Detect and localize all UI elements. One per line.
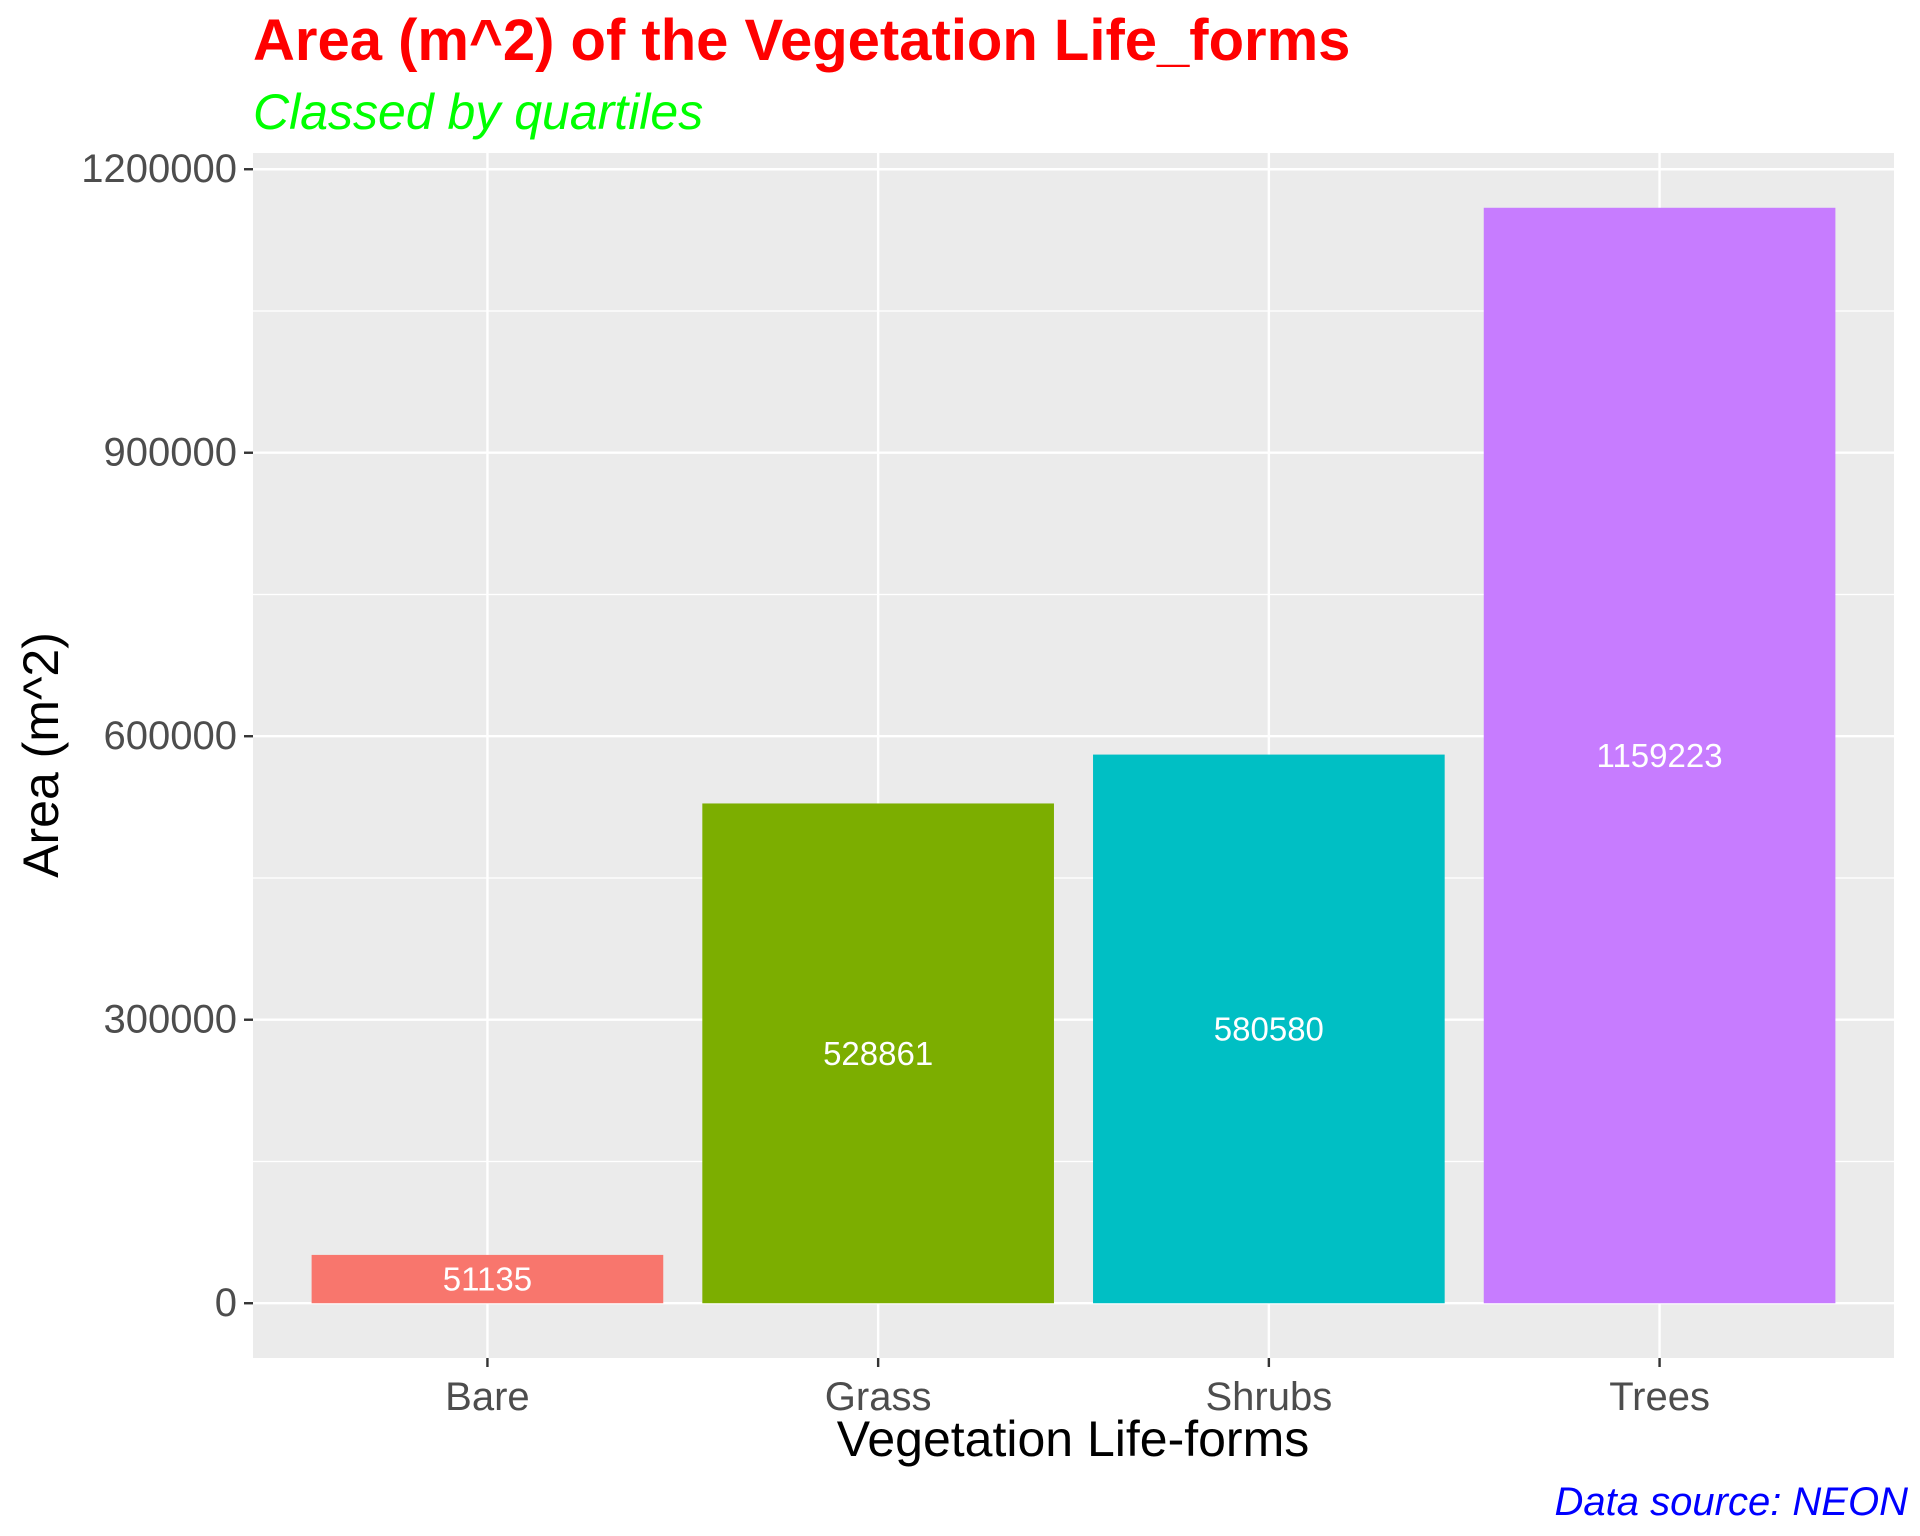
chart-caption: Data source: NEON [1555,1480,1909,1524]
y-tick-label: 600000 [104,714,237,758]
bar-bare [311,1254,664,1304]
y-axis-title: Area (m^2) [13,632,69,878]
data-label: 1159223 [1597,737,1723,774]
y-tick-label: 300000 [104,998,237,1042]
bar-data-labels: 51135 528861 580580 1159223 [443,737,1723,1298]
bar-shrubs [1093,754,1445,1304]
x-tick-label: Shrubs [1205,1375,1332,1419]
y-tick-label: 1200000 [81,147,237,191]
bars [311,207,1836,1304]
x-tick-label: Trees [1609,1375,1710,1419]
data-label: 51135 [443,1261,532,1298]
x-axis: Bare Grass Shrubs Trees [445,1358,1710,1419]
data-label: 528861 [823,1035,933,1072]
bar-grass [702,803,1054,1304]
data-label: 580580 [1214,1010,1324,1047]
x-tick-label: Bare [445,1375,530,1419]
chart-title: Area (m^2) of the Vegetation Life_forms [253,8,1350,73]
y-tick-label: 900000 [104,431,237,475]
bar-trees [1483,207,1836,1304]
x-axis-title: Vegetation Life-forms [837,1411,1310,1467]
chart-subtitle: Classed by quartiles [253,84,703,140]
x-tick-label: Grass [825,1375,932,1419]
y-axis: 0 300000 600000 900000 1200000 [81,147,253,1325]
y-tick-label: 0 [215,1281,237,1325]
